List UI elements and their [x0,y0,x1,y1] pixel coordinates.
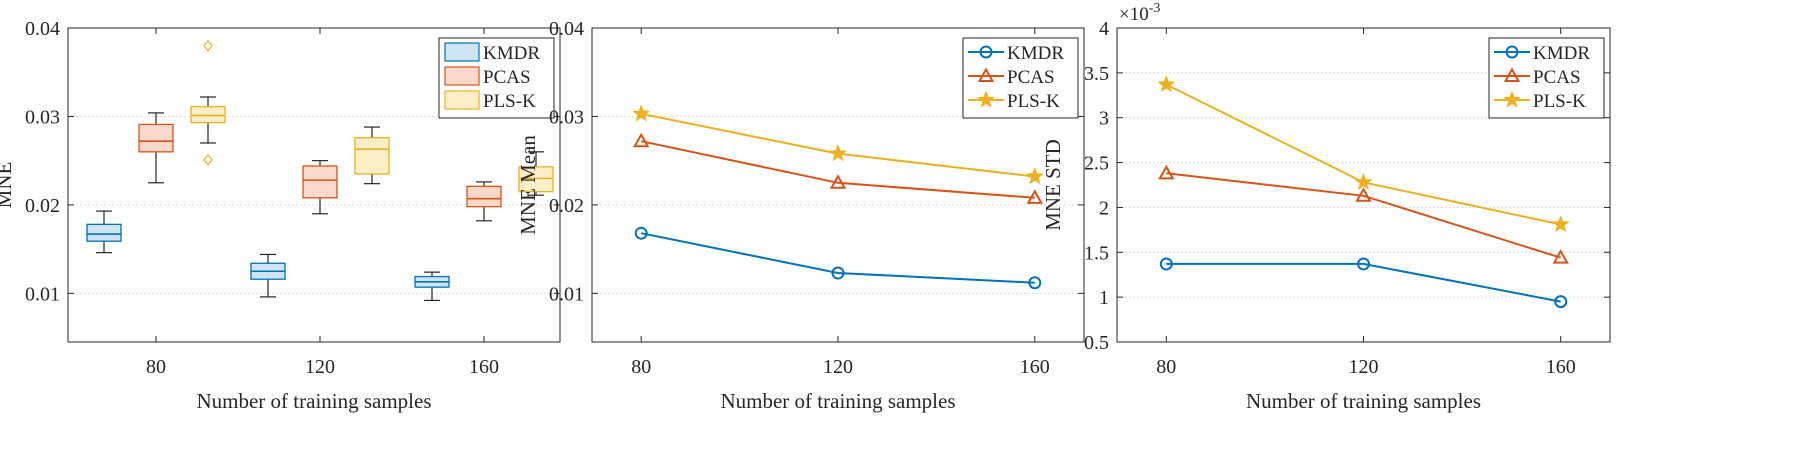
box-body [190,106,226,124]
box-body [86,223,122,242]
y-tick-label: 0.01 [25,283,60,305]
series-line-kmdr [641,232,1035,284]
y-tick-label: 0.03 [25,106,60,128]
data-point-kmdr [1357,257,1370,271]
data-point-kmdr [1554,295,1568,309]
data-point-kmdr [831,266,845,280]
y-tick-label: 0.02 [25,195,60,217]
data-point-pls-k [1025,167,1044,185]
x-tick-label: 160 [469,356,499,378]
x-tick-label: 120 [1349,356,1379,378]
data-point-pls-k [1551,215,1570,233]
x-tick-label: 80 [146,356,166,378]
legend-marker [977,67,995,82]
legend-swatch [444,42,480,62]
x-tick-label: 160 [1546,356,1576,378]
series-line-pcas [640,140,1035,199]
series-line-pcas [1166,172,1561,259]
box-pcas-160 [466,181,502,222]
legend-label: PLS-K [1533,91,1586,112]
x-axis-label: Number of training samples [1246,389,1481,413]
data-point-pcas [1552,249,1569,264]
series-line-kmdr [1166,262,1561,303]
box-kmdr-120 [250,253,286,298]
y-tick-label: 2.5 [1084,153,1109,175]
legend-swatch [444,66,480,86]
legend-label: PCAS [1007,67,1055,88]
mne-std-line-chart: 0.5 1 1.5 2 2.5 3 3.5 4 80 120 160 Number of traini… [1041,1,1611,413]
legend-label: KMDR [1533,43,1590,64]
legend-label: PLS-K [483,91,536,112]
data-point-kmdr [1028,276,1042,290]
data-point-pcas [1158,164,1175,180]
mne-mean-line-chart: 0.01 0.02 0.03 0.04 80 120 160 Number of traini… [516,18,1085,413]
data-point-pcas [632,132,650,148]
x-tick-label: 80 [1156,356,1176,378]
y-tick-label: 4 [1099,18,1109,40]
x-tick-label: 120 [823,356,853,378]
box-pls-k-120 [354,126,390,185]
box-body [518,166,554,193]
data-point-kmdr [634,226,648,240]
y-tick-label: 3.5 [1084,63,1109,85]
y-tick-label: 1.5 [1084,242,1109,264]
legend-marker [1505,45,1519,59]
mne-boxplot-chart: 0.01 0.02 0.03 0.04 80 120 160 Number of traini… [0,18,561,413]
x-tick-label: 80 [631,356,651,378]
x-tick-label: 120 [305,356,335,378]
box-pls-k-160 [518,151,554,196]
legend-marker [977,90,995,108]
box-pls-k-80 [190,39,226,166]
axes-box [67,27,561,343]
legend-marker [1503,90,1521,108]
legend-label: KMDR [1007,43,1064,64]
y-scale-multiplier: ×10-3 [1119,1,1160,25]
data-point-pls-k [1157,75,1176,93]
y-axis-label: MNE Mean [516,135,540,235]
data-point-pls-k [1354,172,1373,190]
y-scale-exponent: -3 [1149,1,1161,16]
data-point-kmdr [1159,257,1173,271]
y-tick-label: 0.04 [25,18,60,40]
x-axis-label: Number of training samples [196,389,431,413]
box-kmdr-160 [414,271,450,302]
data-point-pcas [1355,187,1372,202]
legend-marker [979,45,993,59]
box-body [354,137,390,175]
legend-marker [1503,67,1521,82]
box-outlier [203,153,213,166]
legend-swatch [444,90,480,110]
y-tick-label: 0.04 [549,18,584,40]
y-tick-label: 3 [1099,108,1109,130]
data-point-pls-k [632,104,651,122]
box-body [466,185,502,208]
legend-label: KMDR [483,43,540,64]
y-tick-label: 0.03 [549,106,584,128]
box-kmdr-80 [86,210,122,254]
box-body [138,123,174,153]
legend-label: PLS-K [1007,91,1060,112]
legend-label: PCAS [483,67,531,88]
y-tick-label: 1 [1099,287,1109,309]
y-tick-label: 0.5 [1084,332,1109,354]
box-outlier [203,39,213,52]
legend-label: PCAS [1533,67,1581,88]
y-tick-label: 0.02 [549,195,584,217]
y-tick-label: 0.01 [549,283,584,305]
data-point-pcas [829,174,847,189]
y-axis-label: MNE [0,162,16,209]
box-pcas-80 [138,112,174,184]
x-axis-label: Number of training samples [720,389,955,413]
box-pcas-120 [302,160,338,215]
data-point-pls-k [829,144,847,162]
data-point-pcas [1026,189,1044,204]
y-axis-label: MNE STD [1041,139,1065,231]
y-tick-label: 2 [1099,197,1109,219]
box-body [302,165,338,199]
x-tick-label: 160 [1020,356,1050,378]
